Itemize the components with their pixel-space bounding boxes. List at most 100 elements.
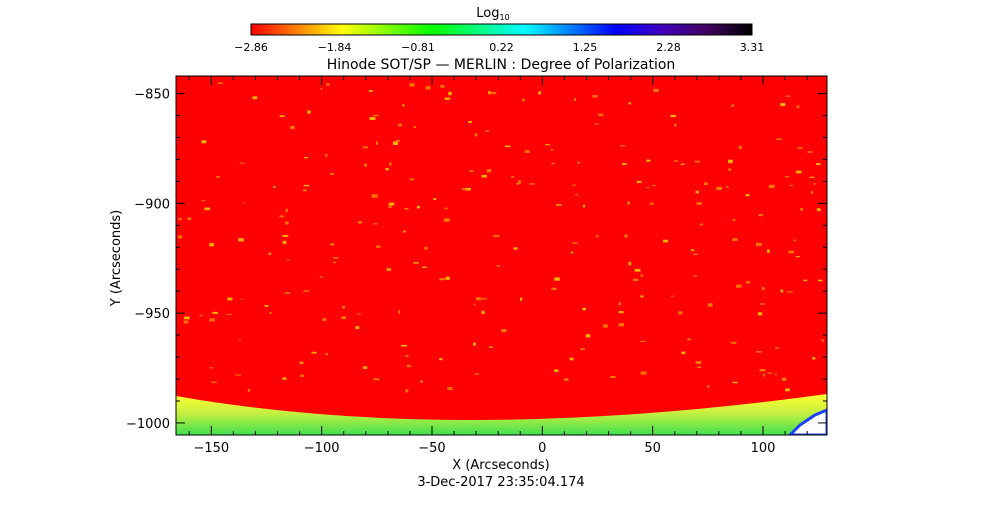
- polarization-feature: [216, 176, 220, 178]
- polarization-feature: [461, 188, 466, 191]
- polarization-feature: [695, 360, 702, 365]
- polarization-feature: [767, 372, 773, 374]
- polarization-feature: [405, 355, 409, 357]
- off-limb-region: [787, 408, 827, 435]
- polarization-feature: [474, 373, 479, 375]
- polarization-feature: [818, 279, 823, 282]
- polarization-feature: [511, 175, 515, 178]
- colorbar-tick-label: −0.81: [401, 41, 435, 54]
- polarization-feature: [375, 141, 378, 145]
- colorbar-tick-label: −2.86: [234, 41, 268, 54]
- polarization-feature: [303, 290, 310, 292]
- polarization-feature: [420, 380, 423, 383]
- timestamp: 3-Dec-2017 23:35:04.174: [417, 475, 584, 490]
- polarization-feature: [757, 312, 763, 316]
- polarization-feature: [496, 265, 501, 267]
- polarization-feature: [465, 187, 471, 191]
- polarization-feature: [402, 104, 405, 107]
- polarization-feature: [282, 377, 287, 380]
- polarization-feature: [620, 145, 626, 147]
- polarization-feature: [489, 346, 493, 348]
- polarization-feature: [319, 276, 323, 278]
- polarization-feature: [693, 275, 698, 277]
- polarization-feature: [209, 318, 215, 322]
- polarization-feature: [209, 243, 214, 247]
- polarization-feature: [311, 351, 317, 354]
- polarization-feature: [269, 312, 272, 314]
- polarization-feature: [628, 261, 632, 266]
- polarization-feature: [445, 218, 450, 222]
- polarization-feature: [369, 116, 376, 121]
- polarization-feature: [592, 94, 598, 98]
- polarization-feature: [755, 242, 762, 247]
- polarization-feature: [810, 190, 814, 195]
- polarization-feature: [627, 201, 630, 205]
- polarization-feature: [799, 208, 804, 211]
- polarization-feature: [618, 323, 624, 327]
- polarization-feature: [551, 287, 557, 291]
- polarization-feature: [756, 351, 762, 353]
- polarization-feature: [356, 313, 362, 315]
- polarization-feature: [402, 230, 406, 233]
- polarization-feature: [212, 311, 218, 314]
- polarization-feature: [279, 215, 284, 218]
- polarization-feature: [538, 91, 542, 95]
- polarization-feature: [707, 303, 713, 307]
- polarization-feature: [447, 387, 453, 390]
- polarization-feature: [264, 305, 269, 307]
- polarization-feature: [678, 311, 683, 315]
- polarization-feature: [680, 163, 685, 166]
- polarization-feature: [226, 313, 232, 315]
- colorbar-tick-label: 2.28: [656, 41, 681, 54]
- polarization-feature: [387, 268, 392, 271]
- polarization-feature: [516, 183, 520, 185]
- polarization-feature: [687, 338, 691, 341]
- polarization-feature: [368, 90, 373, 92]
- polarization-feature: [409, 83, 415, 87]
- polarization-feature: [762, 373, 766, 377]
- polarization-feature: [355, 326, 360, 330]
- polarization-feature: [624, 234, 628, 238]
- polarization-feature: [398, 310, 401, 314]
- polarization-feature: [580, 348, 585, 351]
- polarization-feature: [570, 251, 574, 254]
- polarization-feature: [330, 173, 334, 176]
- polarization-feature: [330, 243, 335, 246]
- polarization-feature: [736, 284, 742, 288]
- polarization-feature: [423, 246, 428, 250]
- polarization-feature: [813, 183, 816, 185]
- polarization-feature: [732, 381, 738, 384]
- polarization-feature: [307, 110, 311, 114]
- y-tick-label: −900: [134, 197, 170, 212]
- polarization-feature: [809, 176, 815, 178]
- polarization-feature: [468, 170, 474, 172]
- colorbar-label: Log10: [476, 6, 509, 22]
- polarization-feature: [594, 123, 600, 125]
- polarization-feature: [252, 96, 258, 100]
- polarization-feature: [803, 279, 808, 282]
- polarization-feature: [204, 207, 211, 211]
- polarization-feature: [199, 314, 203, 317]
- polarization-feature: [622, 162, 627, 165]
- polarization-feature: [745, 281, 751, 284]
- polarization-feature: [285, 208, 288, 212]
- polarization-feature: [325, 353, 329, 355]
- polarization-feature: [209, 367, 213, 369]
- polarization-feature: [279, 115, 285, 118]
- polarization-feature: [768, 184, 775, 189]
- polarization-feature: [646, 187, 650, 189]
- polarization-feature: [468, 121, 472, 123]
- polarization-feature: [788, 250, 794, 254]
- polarization-feature: [550, 148, 554, 151]
- polarization-feature: [268, 252, 272, 255]
- colorbar-tick-label: 0.22: [489, 41, 514, 54]
- polarization-feature: [282, 240, 287, 245]
- polarization-feature: [238, 339, 242, 341]
- polarization-feature: [439, 278, 446, 281]
- polarization-feature: [816, 163, 821, 166]
- polarization-feature: [373, 114, 379, 117]
- polarization-feature: [651, 184, 656, 187]
- polarization-feature: [786, 291, 793, 293]
- polarization-feature: [602, 324, 608, 328]
- polarization-feature: [303, 189, 307, 192]
